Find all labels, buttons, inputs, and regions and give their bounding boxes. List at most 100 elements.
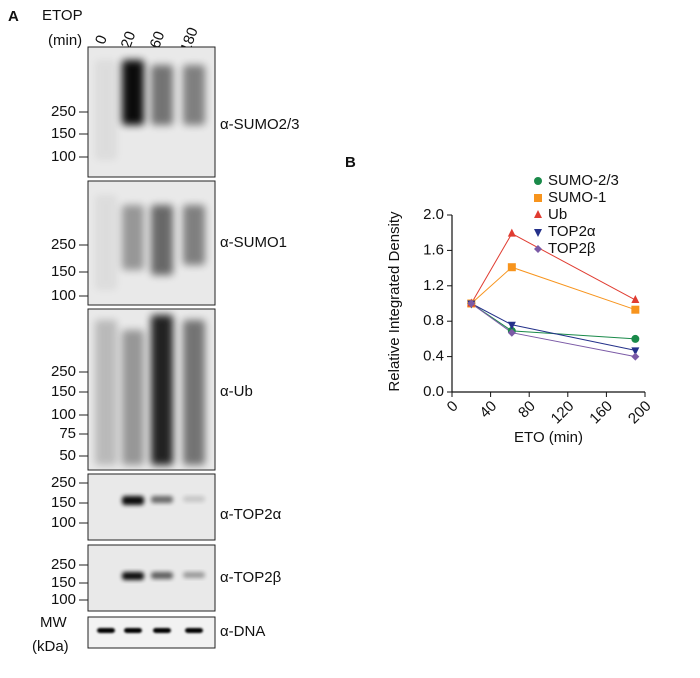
band — [183, 205, 205, 265]
legend-label: Ub — [548, 206, 567, 223]
y-tick-label: 0.8 — [423, 312, 444, 329]
lane-label: 20 — [118, 29, 140, 50]
band — [122, 60, 144, 125]
x-tick-label: 120 — [548, 398, 578, 428]
blot-bands — [95, 315, 205, 465]
lane-label: 60 — [147, 29, 169, 50]
band — [151, 315, 173, 465]
antibody-label: α-TOP2α — [220, 506, 282, 523]
mw-marker-label: 250 — [51, 474, 76, 491]
band — [151, 572, 173, 579]
legend-marker — [534, 229, 542, 237]
mw-marker-label: 100 — [51, 287, 76, 304]
data-point — [507, 328, 516, 337]
legend-marker — [534, 194, 542, 202]
mw-unit: (kDa) — [32, 638, 69, 655]
band — [124, 628, 142, 633]
mw-marker-label: 250 — [51, 363, 76, 380]
data-point — [631, 305, 640, 314]
band — [122, 496, 144, 505]
series-line — [471, 303, 636, 351]
blot-bands — [97, 628, 203, 633]
data-point — [507, 321, 516, 330]
unit-label: (min) — [48, 32, 82, 49]
mw-marker-label: 150 — [51, 125, 76, 142]
blot-bands — [122, 496, 205, 505]
antibody-label: α-SUMO2/3 — [220, 116, 300, 133]
series-line — [471, 303, 636, 358]
data-point — [467, 299, 476, 308]
y-axis-label: Relative Integrated Density — [386, 211, 403, 392]
mw-label: MW — [40, 614, 67, 631]
panel-label: A — [8, 8, 19, 25]
antibody-label: α-TOP2β — [220, 569, 282, 586]
legend-label: TOP2α — [548, 223, 596, 240]
mw-marker-label: 250 — [51, 103, 76, 120]
antibody-label: α-SUMO1 — [220, 234, 287, 251]
mw-marker-label: 150 — [51, 263, 76, 280]
mw-marker-label: 150 — [51, 383, 76, 400]
mw-marker-label: 150 — [51, 574, 76, 591]
y-tick-label: 2.0 — [423, 206, 444, 223]
blot-bands — [95, 60, 205, 160]
x-tick-label: 0 — [444, 398, 462, 416]
band — [183, 320, 205, 465]
band — [183, 572, 205, 578]
band — [185, 628, 203, 633]
antibody-label: α-DNA — [220, 623, 265, 640]
x-tick-label: 80 — [515, 398, 539, 422]
band — [151, 496, 173, 503]
mw-marker-label: 75 — [59, 425, 76, 442]
legend-marker — [534, 245, 542, 253]
mw-marker-label: 250 — [51, 236, 76, 253]
y-tick-label: 0.4 — [423, 348, 444, 365]
mw-marker-label: 100 — [51, 591, 76, 608]
panel-label: B — [345, 154, 356, 171]
blot-frame — [87, 473, 216, 541]
blot-bands — [122, 572, 205, 580]
band — [183, 496, 205, 502]
blot-bands — [95, 195, 205, 290]
band — [95, 195, 117, 290]
band — [153, 628, 171, 633]
band — [97, 628, 115, 633]
band — [122, 330, 144, 465]
mw-marker-label: 100 — [51, 514, 76, 531]
legend-marker — [534, 210, 542, 218]
band — [95, 320, 117, 465]
legend-marker — [534, 177, 542, 185]
band — [151, 205, 173, 275]
lane-label: 0 — [92, 33, 111, 47]
data-point — [507, 228, 516, 237]
x-tick-label: 200 — [625, 398, 655, 428]
antibody-label: α-Ub — [220, 383, 253, 400]
legend-label: TOP2β — [548, 240, 596, 257]
data-point — [631, 334, 640, 343]
band — [183, 65, 205, 125]
x-tick-label: 160 — [586, 398, 616, 428]
x-axis-label: ETO (min) — [514, 429, 583, 446]
mw-marker-label: 150 — [51, 494, 76, 511]
y-tick-label: 1.6 — [423, 241, 444, 258]
mw-marker-label: 100 — [51, 148, 76, 165]
data-point — [631, 294, 640, 303]
mw-marker-label: 250 — [51, 556, 76, 573]
band — [122, 572, 144, 580]
band — [151, 65, 173, 125]
y-tick-label: 0.0 — [423, 383, 444, 400]
series-line — [470, 266, 636, 311]
legend-label: SUMO-1 — [548, 189, 606, 206]
data-point — [631, 347, 640, 356]
data-point — [631, 352, 640, 361]
legend-label: SUMO-2/3 — [548, 172, 619, 189]
band — [122, 205, 144, 270]
y-tick-label: 1.2 — [423, 277, 444, 294]
x-tick-label: 40 — [476, 398, 500, 422]
band — [95, 60, 117, 160]
data-point — [507, 263, 516, 272]
mw-marker-label: 50 — [59, 447, 76, 464]
mw-marker-label: 100 — [51, 406, 76, 423]
treatment-label: ETOP — [42, 7, 83, 24]
